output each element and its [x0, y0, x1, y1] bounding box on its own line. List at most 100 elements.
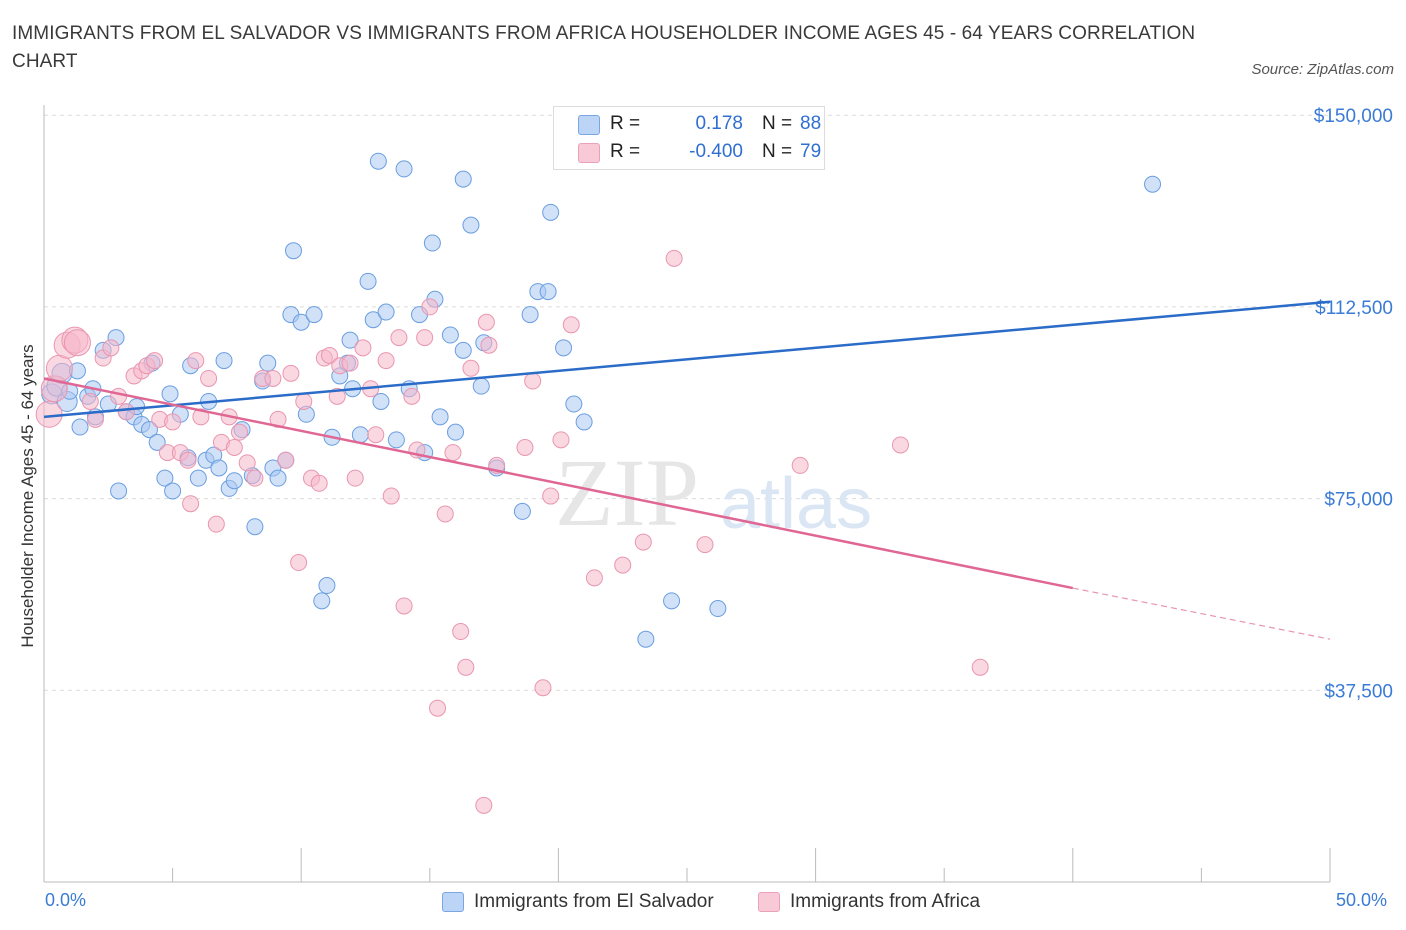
legend-swatch-pink	[578, 143, 600, 163]
x-tick-label: 0.0%	[45, 890, 87, 910]
trendline-africa-extension	[1072, 587, 1331, 640]
legend-r-label: R =	[610, 113, 641, 134]
point-el-salvador	[292, 313, 310, 331]
point-africa	[110, 387, 128, 405]
point-el-salvador	[431, 408, 449, 426]
point-el-salvador	[472, 377, 490, 395]
point-africa	[295, 392, 313, 410]
point-africa	[63, 329, 91, 357]
point-africa	[480, 336, 498, 354]
point-africa	[310, 474, 328, 492]
point-africa	[367, 426, 385, 444]
point-el-salvador	[447, 423, 465, 441]
source-label: Source: ZipAtlas.com	[1251, 61, 1394, 78]
point-africa	[225, 438, 243, 456]
legend-n-label: N =	[762, 113, 793, 134]
point-el-salvador	[395, 160, 413, 178]
bottom-legend-label: Immigrants from Africa	[790, 891, 981, 912]
point-el-salvador	[513, 502, 531, 520]
point-el-salvador	[269, 469, 287, 487]
point-el-salvador	[423, 234, 441, 252]
point-el-salvador	[161, 385, 179, 403]
point-el-salvador	[189, 469, 207, 487]
point-africa	[457, 658, 475, 676]
point-el-salvador	[156, 469, 174, 487]
point-africa	[477, 313, 495, 331]
legend-r-value: 0.178	[695, 113, 743, 134]
point-el-salvador	[259, 354, 277, 372]
y-tick-label: $150,000	[1314, 106, 1393, 127]
trendline-africa	[43, 377, 1074, 590]
point-africa	[277, 451, 295, 469]
point-africa	[282, 364, 300, 382]
trendline-el-salvador	[43, 300, 1331, 419]
bottom-legend-swatch-blue	[442, 892, 464, 912]
point-africa	[444, 444, 462, 462]
point-africa	[524, 372, 542, 390]
point-africa	[542, 487, 560, 505]
point-el-salvador	[318, 577, 336, 595]
point-el-salvador	[377, 303, 395, 321]
point-el-salvador	[364, 311, 382, 329]
point-africa	[377, 352, 395, 370]
legend-n-label: N =	[762, 141, 793, 162]
point-africa	[346, 469, 364, 487]
point-africa	[585, 569, 603, 587]
y-tick-label: $37,500	[1324, 681, 1393, 702]
point-el-salvador	[539, 283, 557, 301]
point-africa	[264, 369, 282, 387]
y-tick-label: $75,000	[1324, 490, 1393, 511]
chart-title: IMMIGRANTS FROM EL SALVADOR VS IMMIGRANT…	[12, 23, 1196, 72]
point-el-salvador	[140, 421, 158, 439]
point-el-salvador	[148, 433, 166, 451]
point-africa	[238, 454, 256, 472]
point-el-salvador	[555, 339, 573, 357]
point-el-salvador	[663, 592, 681, 610]
bottom-legend-swatch-pink	[758, 892, 780, 912]
y-tick-label: $112,500	[1315, 298, 1393, 319]
point-africa	[164, 413, 182, 431]
point-africa	[102, 339, 120, 357]
point-el-salvador	[565, 395, 583, 413]
point-el-salvador	[341, 331, 359, 349]
point-africa	[534, 679, 552, 697]
point-africa	[192, 408, 210, 426]
bottom-legend-label: Immigrants from El Salvador	[474, 891, 714, 912]
point-africa	[179, 451, 197, 469]
point-el-salvador	[215, 352, 233, 370]
point-africa	[971, 658, 989, 676]
point-africa	[395, 597, 413, 615]
legend-swatch-blue	[578, 115, 600, 135]
point-el-salvador	[441, 326, 459, 344]
legend-n-value: 79	[800, 141, 822, 162]
point-africa	[200, 369, 218, 387]
x-tick-label: 50.0%	[1336, 890, 1388, 910]
point-el-salvador	[110, 482, 128, 500]
point-el-salvador	[575, 413, 593, 431]
point-africa	[35, 400, 63, 428]
point-africa	[328, 387, 346, 405]
point-el-salvador	[637, 630, 655, 648]
point-el-salvador	[454, 170, 472, 188]
point-el-salvador	[164, 482, 182, 500]
point-africa	[354, 339, 372, 357]
point-africa	[187, 352, 205, 370]
point-el-salvador	[521, 306, 539, 324]
legend-r-label: R =	[610, 141, 641, 162]
point-africa	[390, 329, 408, 347]
watermark-zip: ZIP	[555, 439, 699, 546]
point-el-salvador	[454, 341, 472, 359]
point-africa	[341, 354, 359, 372]
point-africa	[634, 533, 652, 551]
legend-r-value: -0.400	[689, 141, 743, 162]
point-el-salvador	[313, 592, 331, 610]
point-el-salvador	[225, 472, 243, 490]
legend-n-value: 88	[800, 113, 822, 134]
point-africa	[416, 329, 434, 347]
point-africa	[182, 495, 200, 513]
point-el-salvador	[387, 431, 405, 449]
point-el-salvador	[369, 152, 387, 170]
point-africa	[403, 387, 421, 405]
point-africa	[45, 354, 73, 382]
